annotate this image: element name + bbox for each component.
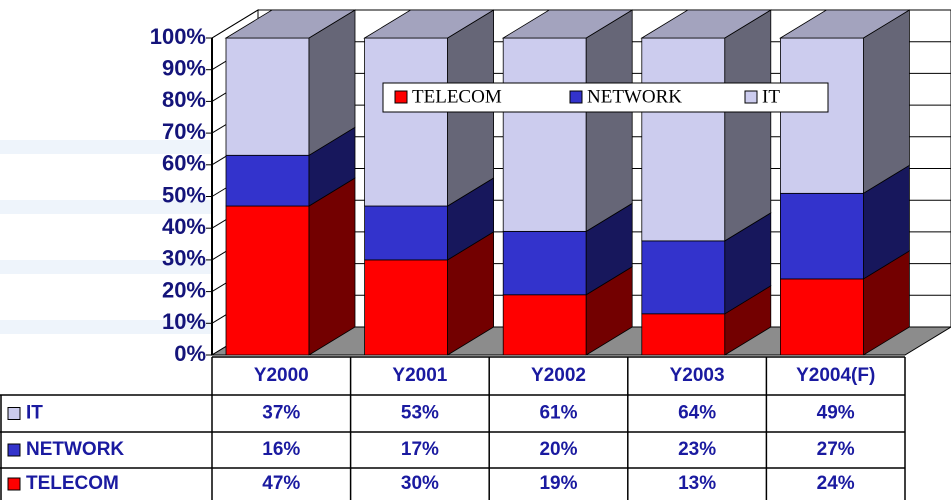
bar-side (585, 9, 633, 233)
table-value: 47% (262, 473, 300, 494)
bar-top (501, 9, 634, 39)
bar-top (363, 9, 496, 39)
bar-side (724, 9, 772, 242)
bar-side (308, 177, 356, 356)
x-tick-label: Y2000 (254, 365, 309, 386)
bar-segment (225, 205, 310, 356)
y-tick-label: 80% (162, 87, 206, 112)
bar-segment (780, 192, 864, 280)
table-value: 53% (401, 403, 439, 424)
y-tick-label: 10% (162, 309, 206, 334)
bar-segment (502, 37, 587, 232)
bar-segment (364, 205, 449, 261)
bar-top (640, 9, 773, 39)
bar-top (778, 9, 911, 39)
y-tick-label: 50% (162, 182, 206, 207)
table-value: 13% (678, 473, 716, 494)
grid-line-side (211, 9, 259, 39)
table-value: 24% (817, 473, 855, 494)
table-value: 20% (539, 439, 577, 460)
legend-swatch (744, 90, 758, 104)
legend-swatch (569, 90, 583, 104)
y-tick-label: 60% (162, 151, 206, 176)
table-value: 27% (817, 439, 855, 460)
table-value: 64% (678, 403, 716, 424)
bar-segment (364, 259, 449, 356)
y-tick-label: 30% (162, 246, 206, 271)
table-value: 23% (678, 439, 716, 460)
table-value: 19% (539, 473, 577, 494)
row-label: TELECOM (26, 473, 119, 494)
bar-side (863, 9, 910, 195)
table-value: 37% (262, 403, 300, 424)
legend-swatch (394, 90, 408, 104)
y-tick-label: 40% (162, 214, 206, 239)
legend-label: IT (762, 86, 780, 107)
bar-segment (225, 37, 310, 156)
table-value: 17% (401, 439, 439, 460)
legend-box (382, 82, 829, 113)
table-value: 16% (262, 439, 300, 460)
table-value: 49% (817, 403, 855, 424)
bar-segment (641, 313, 726, 356)
y-tick-label: 100% (150, 24, 206, 49)
x-tick-label: Y2004(F) (796, 365, 875, 386)
y-tick-label: 20% (162, 277, 206, 302)
bar-segment (502, 294, 587, 356)
row-swatch (7, 477, 21, 491)
y-tick-label: 0% (174, 341, 206, 366)
bar-top (224, 9, 357, 39)
row-label: NETWORK (26, 439, 124, 460)
y-tick-label: 70% (162, 119, 206, 144)
y-tick-label: 90% (162, 56, 206, 81)
x-tick-label: Y2001 (392, 365, 447, 386)
bar-segment (641, 37, 726, 242)
bar-segment (225, 154, 310, 207)
x-tick-label: Y2003 (670, 365, 725, 386)
bar-segment (780, 37, 864, 194)
table-value: 61% (539, 403, 577, 424)
background-pattern (0, 140, 230, 334)
table-value: 30% (401, 473, 439, 494)
bar-segment (641, 240, 726, 315)
bar-segment (780, 278, 864, 356)
legend-label: TELECOM (412, 86, 502, 107)
row-label: IT (26, 403, 43, 424)
legend-label: NETWORK (587, 86, 682, 107)
x-tick-label: Y2002 (531, 365, 586, 386)
row-swatch (7, 443, 21, 457)
row-swatch (7, 407, 21, 420)
bar-segment (502, 230, 587, 296)
bar-segment (364, 37, 449, 207)
